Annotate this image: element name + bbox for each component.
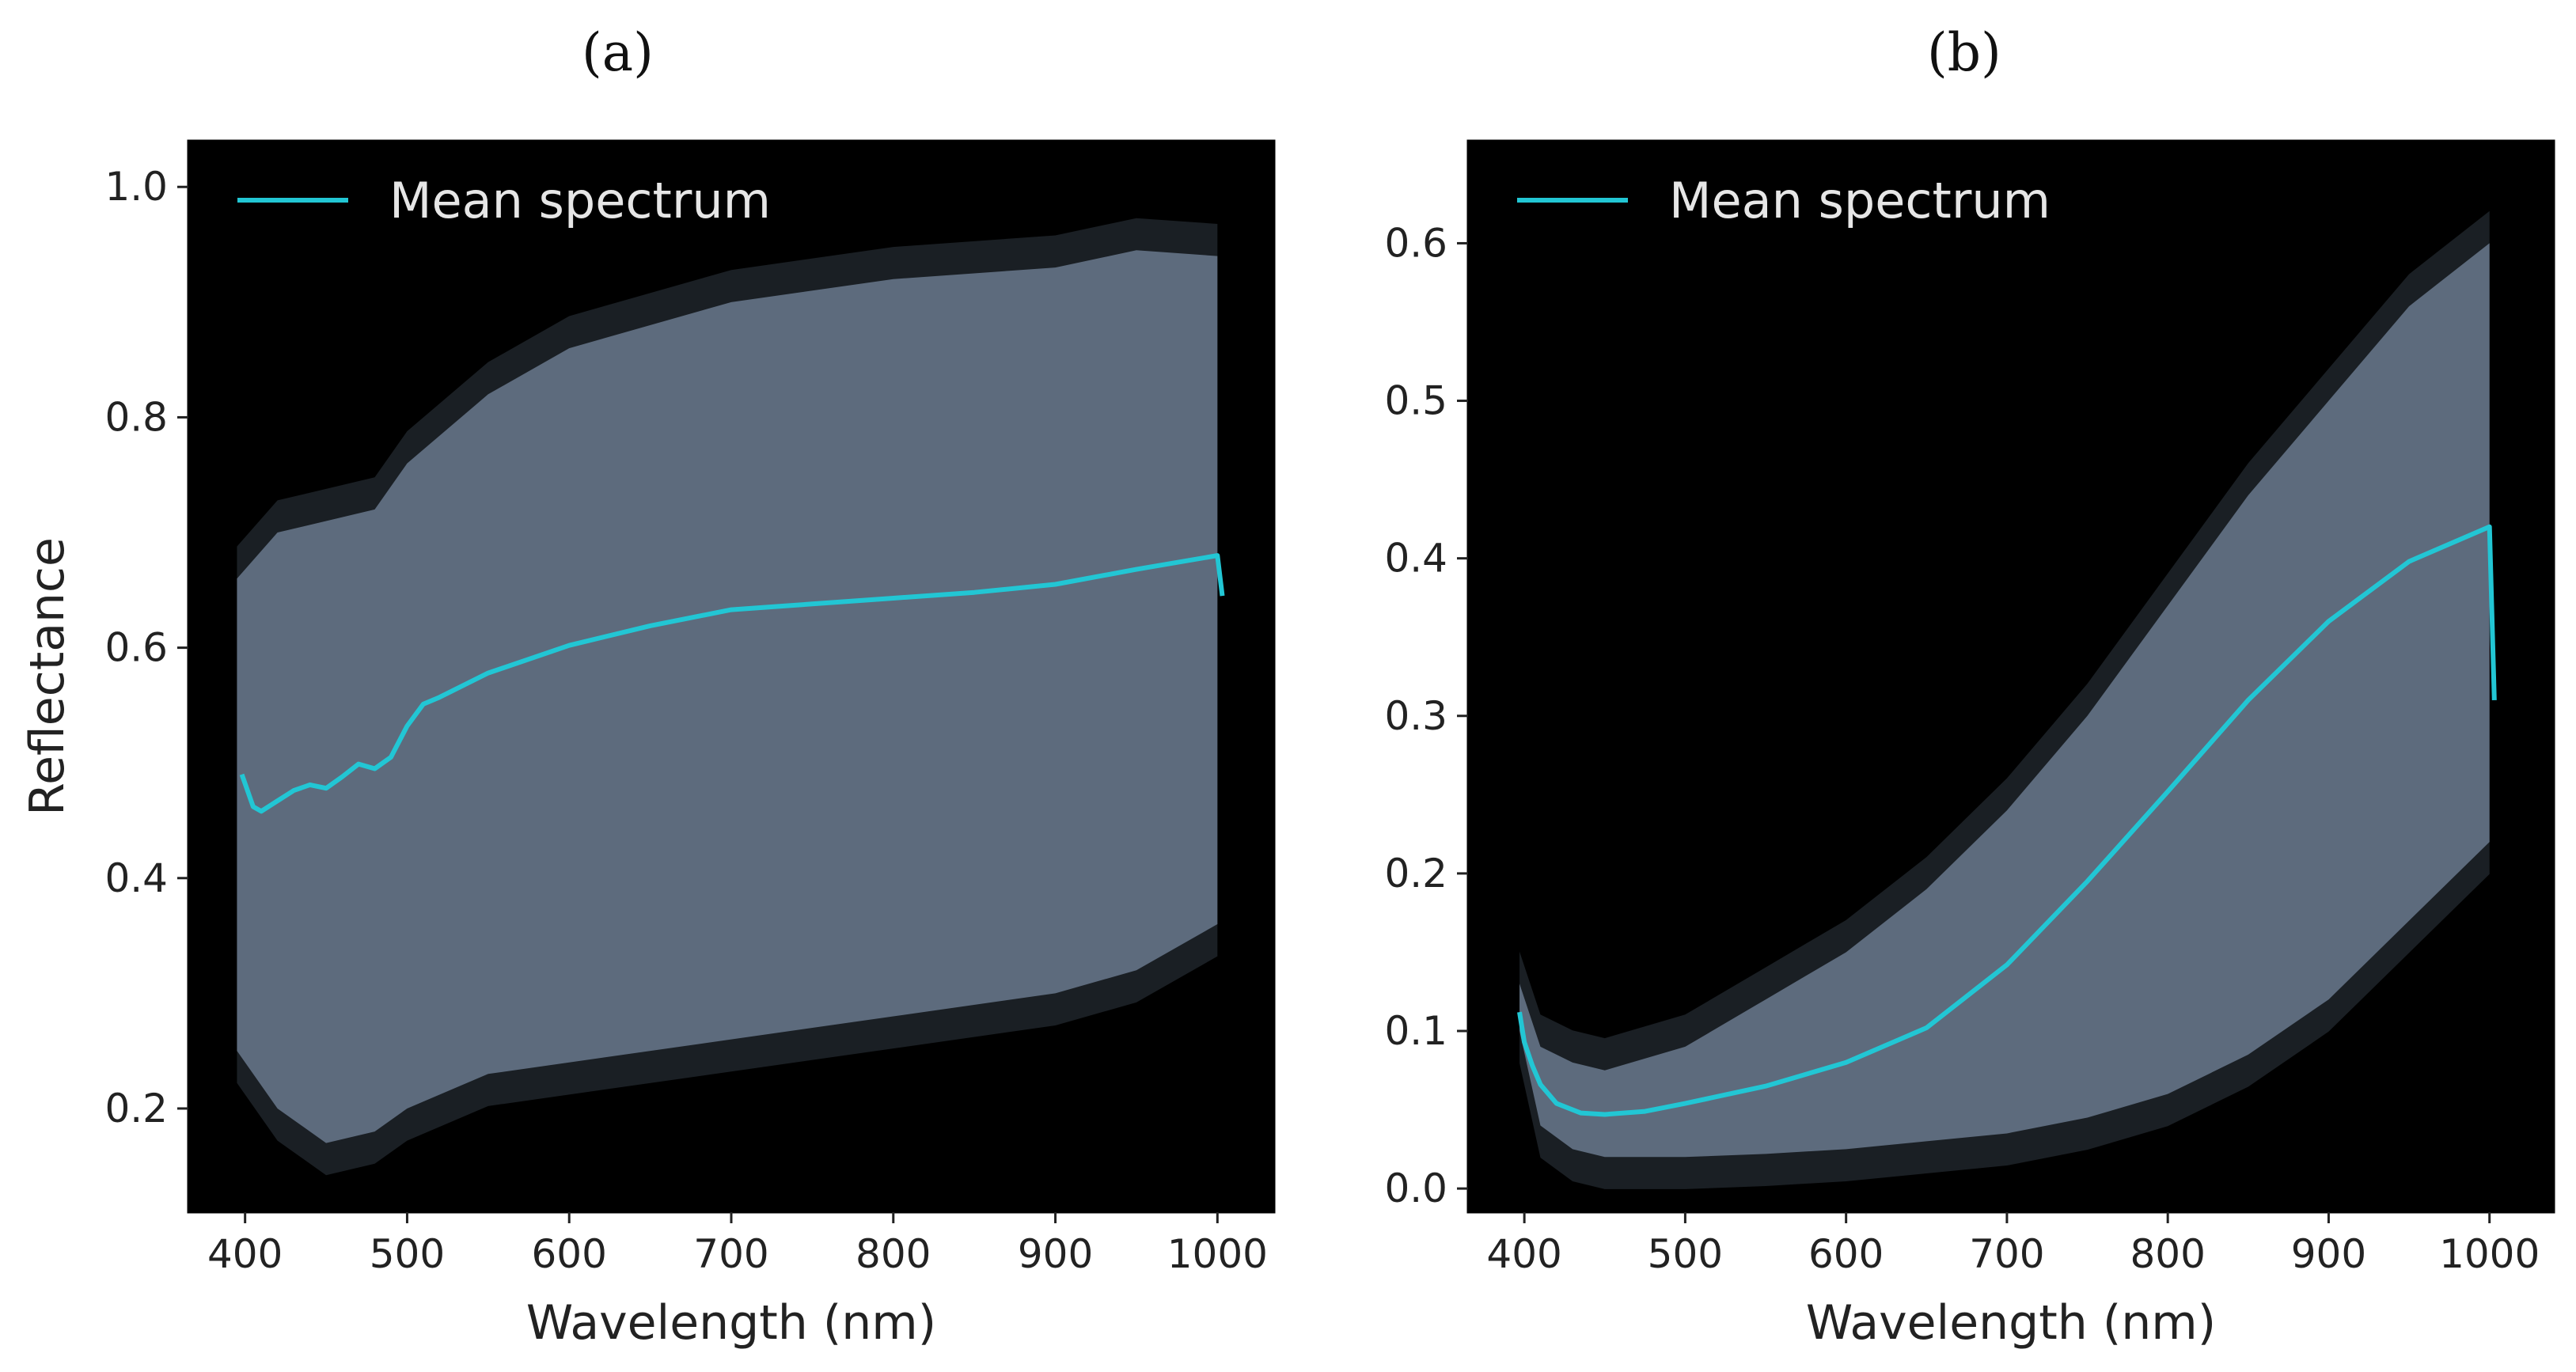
spectra-band	[1519, 243, 2490, 1158]
chart-a: 400 500 600 700 800 900 1000 0.2 0.4 0.6 0.8 1.0 Wav…	[20, 139, 1276, 1351]
y-tick-label: 0.6	[1384, 220, 1447, 266]
spectra-band	[237, 250, 1218, 1143]
plot-area	[1517, 210, 2497, 1189]
axes-frame	[1466, 139, 2555, 1214]
y-tick-label: 0.6	[104, 625, 168, 671]
x-tick-label: 1000	[1167, 1231, 1268, 1277]
x-tick-label: 500	[1648, 1231, 1723, 1277]
y-axis-label: Reflectance	[20, 537, 75, 816]
y-tick-label: 0.3	[1384, 693, 1447, 739]
x-tick-label: 400	[1486, 1231, 1561, 1277]
legend-label: Mean spectrum	[389, 172, 771, 229]
y-tick-label: 0.0	[1384, 1165, 1447, 1211]
x-tick-label: 800	[856, 1231, 931, 1277]
y-tick-label: 0.5	[1384, 378, 1447, 424]
chart-b: 400 500 600 700 800 900 1000 0.0 0.1 0.2 0.3 0.4 0.5…	[1384, 139, 2555, 1351]
mean-spectrum-line	[239, 553, 1225, 814]
x-tick-label: 600	[1808, 1231, 1884, 1277]
x-axis-label: Wavelength (nm)	[526, 1295, 936, 1351]
x-tick-label: 900	[2291, 1231, 2366, 1277]
x-tick-label: 600	[532, 1231, 607, 1277]
y-tick-label: 0.4	[1384, 536, 1447, 582]
legend-label: Mean spectrum	[1669, 172, 2051, 229]
y-tick-label: 1.0	[104, 164, 168, 210]
y-tick-label: 0.2	[1384, 851, 1447, 896]
x-tick-label: 1000	[2439, 1231, 2540, 1277]
x-tick-label: 700	[1969, 1231, 2044, 1277]
x-tick-label: 900	[1018, 1231, 1093, 1277]
x-tick-label: 800	[2130, 1231, 2205, 1277]
legend: Mean spectrum	[237, 172, 771, 229]
legend: Mean spectrum	[1517, 172, 2051, 229]
mean-spectrum-line	[1517, 524, 2497, 1117]
x-tick-label: 700	[693, 1231, 768, 1277]
plot-area	[237, 218, 1225, 1176]
x-tick-label: 400	[207, 1231, 283, 1277]
y-tick-label: 0.1	[1384, 1008, 1447, 1054]
x-tick-label: 500	[370, 1231, 445, 1277]
x-axis-label: Wavelength (nm)	[1806, 1295, 2216, 1351]
panel-a-label: (a)	[582, 22, 654, 83]
y-tick-label: 0.2	[104, 1086, 168, 1131]
panel-b-label: (b)	[1927, 22, 2001, 83]
y-tick-label: 0.8	[104, 394, 168, 440]
y-tick-label: 0.4	[104, 855, 168, 901]
